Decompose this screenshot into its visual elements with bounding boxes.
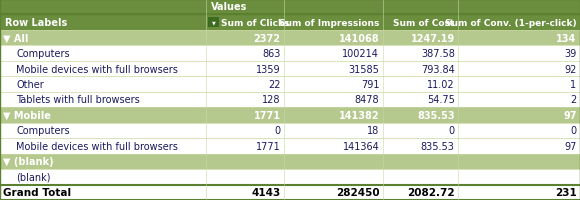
Text: 141068: 141068	[339, 33, 379, 43]
Bar	[206, 15, 284, 31]
Text: 2082.72: 2082.72	[407, 187, 455, 197]
Text: 54.75: 54.75	[427, 95, 455, 105]
Text: 0: 0	[570, 126, 577, 136]
Text: ▼: ▼	[212, 21, 215, 26]
Text: 92: 92	[564, 64, 577, 74]
Text: 97: 97	[564, 141, 577, 151]
Text: 134: 134	[556, 33, 577, 43]
Text: 4143: 4143	[252, 187, 281, 197]
Text: 282450: 282450	[336, 187, 379, 197]
Bar	[206, 0, 580, 15]
Text: 835.53: 835.53	[421, 141, 455, 151]
Text: 387.58: 387.58	[421, 49, 455, 59]
Bar	[0, 108, 580, 123]
Text: Sum of Clicks: Sum of Clicks	[221, 19, 289, 28]
Bar	[0, 154, 580, 169]
Text: (blank): (blank)	[16, 172, 50, 182]
Bar	[0, 31, 580, 46]
Text: 2372: 2372	[253, 33, 281, 43]
Text: 18: 18	[367, 126, 379, 136]
Text: 141364: 141364	[343, 141, 379, 151]
Text: Row Labels: Row Labels	[5, 18, 67, 28]
Text: 141382: 141382	[339, 110, 379, 120]
Text: Sum of Conv. (1-per-click): Sum of Conv. (1-per-click)	[445, 19, 577, 28]
Text: ▼ Mobile: ▼ Mobile	[3, 110, 52, 120]
Text: 1359: 1359	[256, 64, 281, 74]
Text: Mobile devices with full browsers: Mobile devices with full browsers	[16, 64, 178, 74]
Bar	[0, 62, 580, 77]
Text: 0: 0	[448, 126, 455, 136]
Text: ▼ (blank): ▼ (blank)	[3, 157, 54, 167]
Text: 863: 863	[262, 49, 281, 59]
Text: Computers: Computers	[16, 126, 70, 136]
Bar	[0, 46, 580, 62]
Text: 39: 39	[564, 49, 577, 59]
Text: 1771: 1771	[256, 141, 281, 151]
Text: 22: 22	[268, 80, 281, 90]
Bar	[284, 15, 383, 31]
Text: 231: 231	[554, 187, 577, 197]
Bar	[0, 15, 206, 31]
Bar	[0, 185, 580, 200]
Bar	[458, 15, 580, 31]
Text: Computers: Computers	[16, 49, 70, 59]
Text: 0: 0	[274, 126, 281, 136]
Bar	[208, 18, 219, 28]
Text: 1771: 1771	[253, 110, 281, 120]
Bar	[0, 0, 206, 15]
Text: 11.02: 11.02	[427, 80, 455, 90]
Text: Grand Total: Grand Total	[3, 187, 71, 197]
Bar	[383, 15, 458, 31]
Text: 1: 1	[570, 80, 577, 90]
Text: 835.53: 835.53	[417, 110, 455, 120]
Bar	[0, 169, 580, 185]
Text: 31585: 31585	[349, 64, 379, 74]
Text: Sum of Cost: Sum of Cost	[393, 19, 455, 28]
Text: 100214: 100214	[342, 49, 379, 59]
Text: ▼ All: ▼ All	[3, 33, 29, 43]
Bar	[0, 138, 580, 154]
Text: Other: Other	[16, 80, 44, 90]
Text: 1247.19: 1247.19	[411, 33, 455, 43]
Text: 791: 791	[361, 80, 379, 90]
Text: 128: 128	[262, 95, 281, 105]
Bar	[0, 92, 580, 108]
Text: 2: 2	[570, 95, 577, 105]
Bar	[0, 123, 580, 138]
Text: Sum of Impressions: Sum of Impressions	[279, 19, 379, 28]
Text: 8478: 8478	[355, 95, 379, 105]
Text: Values: Values	[211, 2, 247, 12]
Bar	[0, 77, 580, 92]
Text: Tablets with full browsers: Tablets with full browsers	[16, 95, 140, 105]
Text: 97: 97	[563, 110, 577, 120]
Text: 793.84: 793.84	[421, 64, 455, 74]
Text: Mobile devices with full browsers: Mobile devices with full browsers	[16, 141, 178, 151]
